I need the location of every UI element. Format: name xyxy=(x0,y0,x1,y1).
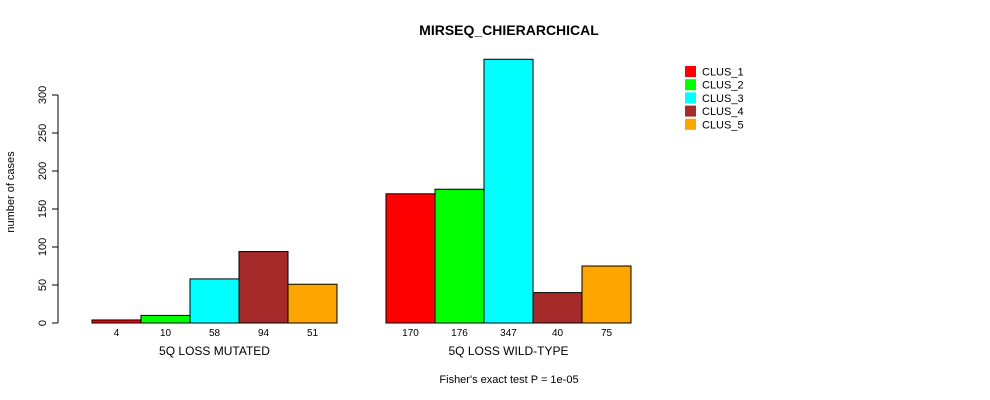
legend-swatch xyxy=(685,79,696,91)
bar-value-label: 40 xyxy=(552,328,564,339)
bar-value-label: 10 xyxy=(160,328,172,339)
y-tick-label: 300 xyxy=(37,86,49,104)
y-tick-label: 50 xyxy=(37,279,49,291)
y-axis-label: number of cases xyxy=(5,151,17,233)
bar-value-label: 4 xyxy=(114,328,120,339)
legend-label: CLUS_1 xyxy=(702,67,744,79)
bar-value-labels: 4 10 58 94 51 170 176 347 40 75 xyxy=(114,328,613,339)
bar-value-label: 51 xyxy=(307,328,319,339)
legend-label: CLUS_2 xyxy=(702,80,744,92)
bar-value-label: 170 xyxy=(402,328,419,339)
bar-clus-3-group-2 xyxy=(483,58,534,324)
legend-swatch xyxy=(685,66,696,77)
legend-label: CLUS_5 xyxy=(702,119,744,131)
group-label: 5Q LOSS MUTATED xyxy=(159,344,270,358)
y-tick-label: 0 xyxy=(37,320,49,326)
bar-clus-5-group-2 xyxy=(581,265,632,324)
bar-value-label: 347 xyxy=(500,328,517,339)
bar-clus-1-group-2 xyxy=(385,193,436,324)
y-tick-label: 200 xyxy=(37,162,49,180)
bar-clus-2-group-2 xyxy=(434,188,485,324)
legend-label: CLUS_4 xyxy=(702,106,744,118)
bar-clus-4-group-2 xyxy=(532,292,583,324)
bar-clus-4-group-1 xyxy=(238,251,289,324)
bar-clus-3-group-1 xyxy=(189,278,240,324)
bar-value-label: 176 xyxy=(451,328,468,339)
legend-swatch xyxy=(685,118,696,130)
y-tick-label: 100 xyxy=(37,238,49,256)
bar-clus-2-group-1 xyxy=(140,314,191,324)
bar-value-label: 94 xyxy=(258,328,270,339)
group-labels: 5Q LOSS MUTATED 5Q LOSS WILD-TYPE xyxy=(159,344,568,358)
legend-swatch xyxy=(685,92,696,104)
legend-swatch xyxy=(685,105,696,117)
legend-label: CLUS_3 xyxy=(702,93,744,105)
bar-value-label: 75 xyxy=(601,328,613,339)
bar-clus-1-group-1 xyxy=(91,319,142,324)
chart-title: MIRSEQ_CHIERARCHICAL xyxy=(419,22,599,38)
bars xyxy=(91,58,632,324)
y-tick-label: 250 xyxy=(37,124,49,142)
bar-clus-5-group-1 xyxy=(287,283,338,324)
bar-value-label: 58 xyxy=(209,328,221,339)
y-tick-label: 150 xyxy=(37,200,49,218)
y-axis: 0 50 100 150 200 250 300 xyxy=(37,86,59,326)
fisher-test-footnote: Fisher's exact test P = 1e-05 xyxy=(439,374,578,386)
group-label: 5Q LOSS WILD-TYPE xyxy=(448,344,568,358)
